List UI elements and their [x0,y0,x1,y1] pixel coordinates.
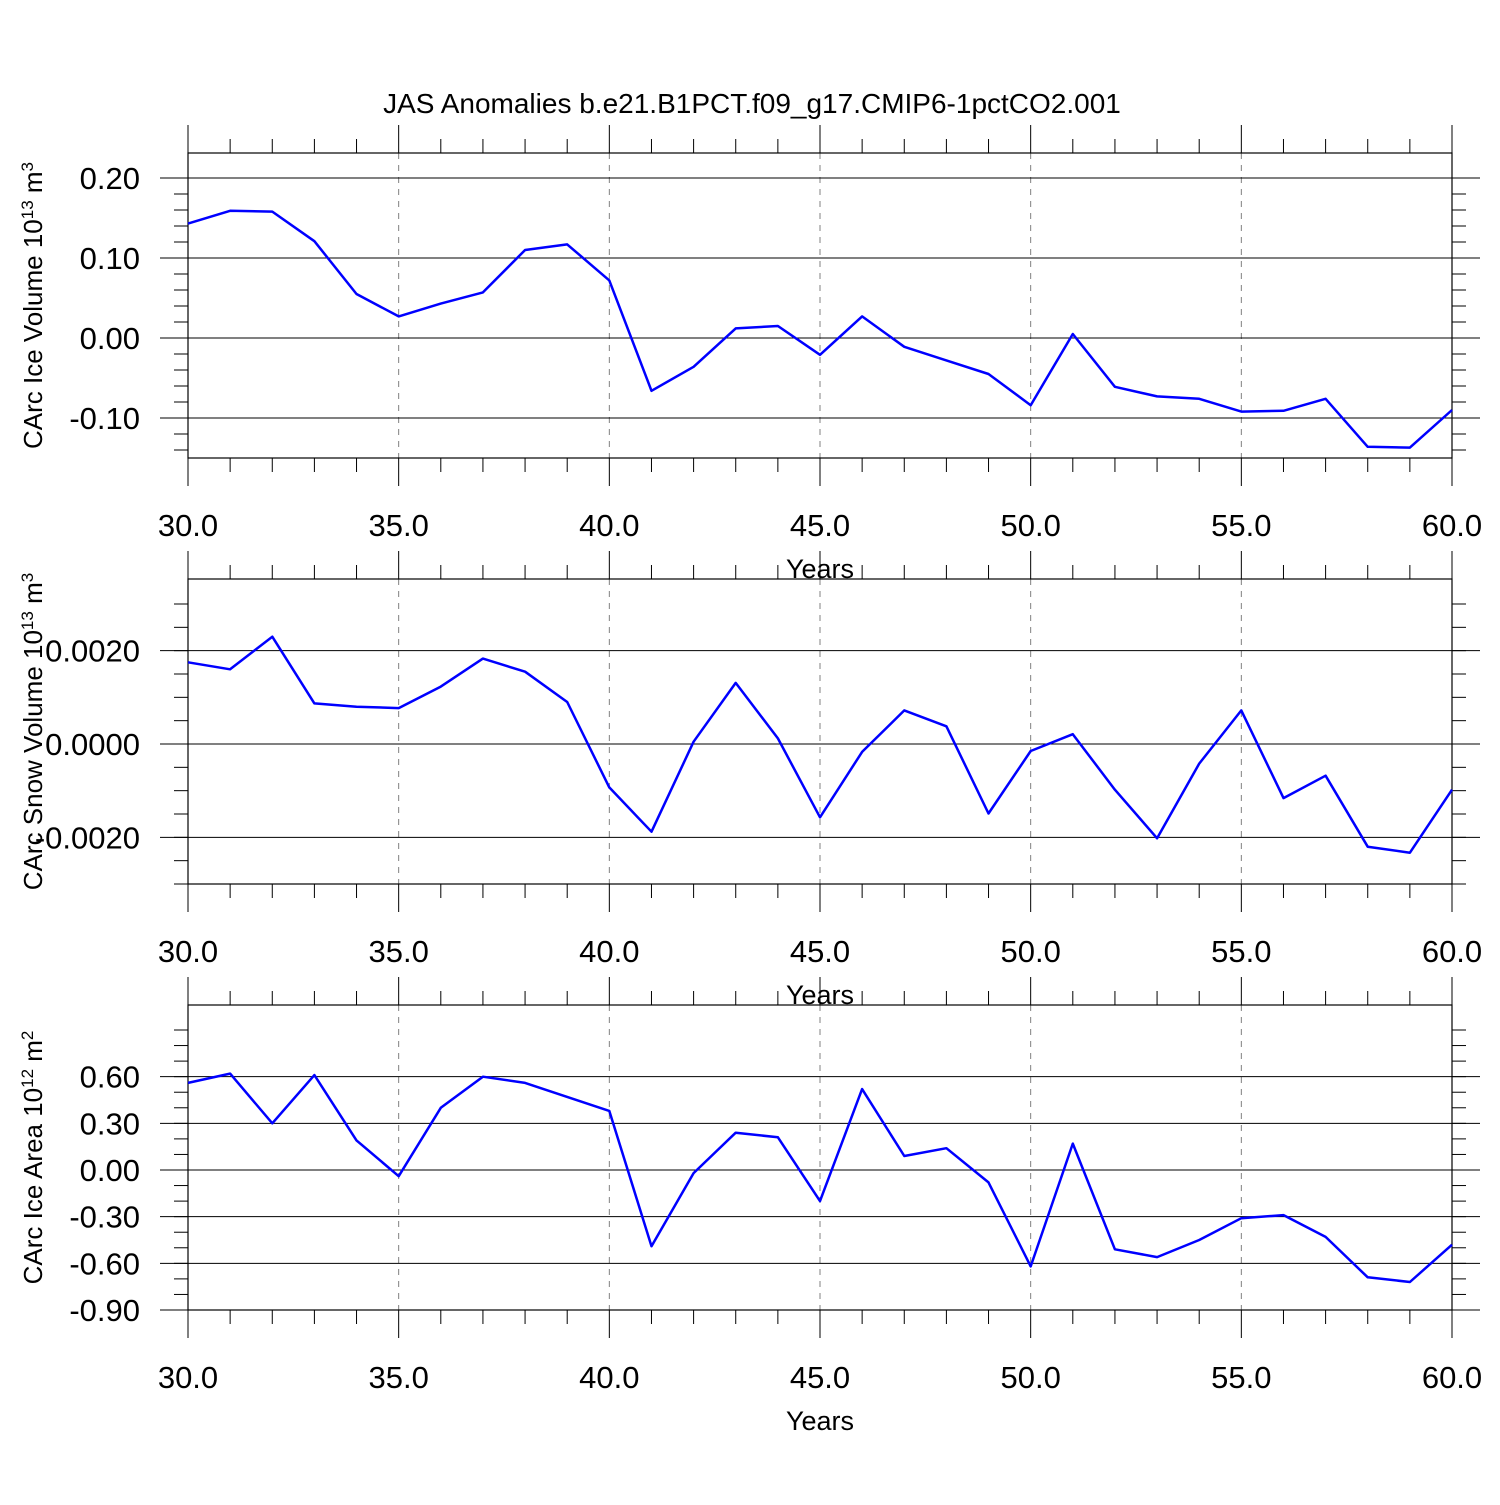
y-tick-label: 0.0000 [45,727,140,762]
y-tick-label: 0.00 [80,321,140,356]
x-tick-label: 50.0 [1000,508,1060,543]
x-tick-label: 45.0 [790,508,850,543]
x-tick-label: 30.0 [158,934,218,969]
x-tick-label: 30.0 [158,1360,218,1395]
x-tick-label: 35.0 [368,508,428,543]
x-tick-label: 45.0 [790,934,850,969]
x-tick-label: 55.0 [1211,1360,1271,1395]
y-tick-label: 0.30 [80,1106,140,1141]
y-axis-label: CArc Snow Volume 1013 m3 [18,573,49,890]
y-tick-label: -0.0020 [35,820,140,855]
y-tick-label: 0.20 [80,161,140,196]
x-tick-label: 45.0 [790,1360,850,1395]
x-tick-label: 50.0 [1000,1360,1060,1395]
chart-title: JAS Anomalies b.e21.B1PCT.f09_g17.CMIP6-… [383,88,1121,119]
x-tick-label: 40.0 [579,1360,639,1395]
y-tick-label: -0.30 [69,1200,140,1235]
y-tick-label: -0.60 [69,1246,140,1281]
x-tick-label: 60.0 [1422,508,1482,543]
series-line [188,211,1452,448]
x-tick-label: 55.0 [1211,934,1271,969]
x-tick-label: 50.0 [1000,934,1060,969]
x-tick-label: 35.0 [368,1360,428,1395]
x-tick-label: 30.0 [158,508,218,543]
y-tick-label: -0.10 [69,401,140,436]
x-axis-label: Years [786,1406,854,1436]
x-tick-label: 40.0 [579,508,639,543]
plot-frame [188,579,1452,884]
x-tick-label: 60.0 [1422,934,1482,969]
panel-3: 30.0 35.0 40.0 45.0 50.0 55.0 60.0 Years 0.60 0.3… [18,977,1483,1436]
y-tick-label: 0.60 [80,1060,140,1095]
x-tick-label: 55.0 [1211,508,1271,543]
y-tick-label: 0.0020 [45,634,140,669]
y-axis-label: CArc Ice Area 1012 m2 [18,1031,49,1285]
x-tick-label: 35.0 [368,934,428,969]
x-tick-label: 40.0 [579,934,639,969]
y-axis-label: CArc Ice Volume 1013 m3 [18,162,49,449]
y-tick-label: 0.00 [80,1153,140,1188]
x-tick-label: 60.0 [1422,1360,1482,1395]
y-tick-label: 0.10 [80,241,140,276]
y-tick-label: -0.90 [69,1293,140,1328]
